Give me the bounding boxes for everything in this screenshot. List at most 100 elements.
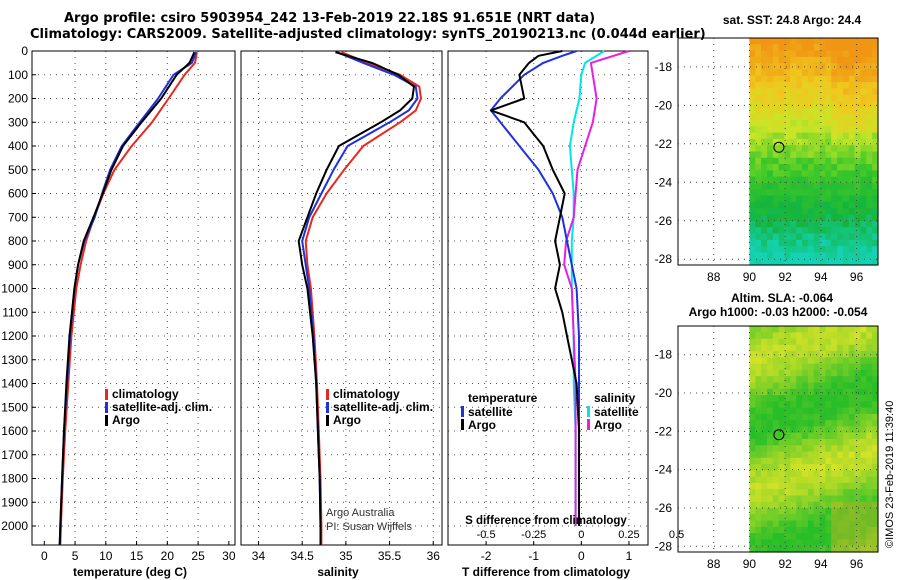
map-cell-1 <box>802 145 809 153</box>
map-cell-2 <box>872 395 879 402</box>
map-cell-1 <box>848 88 856 96</box>
map-cell-1 <box>761 63 768 71</box>
map-cell-1 <box>767 252 774 260</box>
map-cell-2 <box>755 476 762 484</box>
map-cell-1 <box>755 246 762 253</box>
map-cell-1 <box>761 258 768 266</box>
map-cell-2 <box>854 526 861 534</box>
map-cell-1 <box>755 208 762 216</box>
map-cell-2 <box>755 482 762 490</box>
map-cell-1 <box>825 157 832 165</box>
map-cell-2 <box>796 508 803 515</box>
map-cell-2 <box>749 395 756 402</box>
map-cell-1 <box>749 170 756 178</box>
map-cell-2 <box>802 514 809 522</box>
map-cell-2 <box>796 445 803 453</box>
map-cell-2 <box>842 413 850 421</box>
map-cell-1 <box>772 157 780 165</box>
map-cell-1 <box>767 69 774 77</box>
map-cell-1 <box>866 69 873 77</box>
map-cell-1 <box>872 258 879 266</box>
map-cell-1 <box>784 208 791 216</box>
map-cell-1 <box>813 214 821 222</box>
map-cell-2 <box>825 533 832 541</box>
depth-tick-label: 600 <box>8 187 28 201</box>
map-cell-1 <box>813 151 821 159</box>
map-cell-2 <box>813 489 821 497</box>
map-cell-1 <box>831 189 838 197</box>
map-cell-1 <box>860 138 867 146</box>
map-cell-1 <box>772 258 780 266</box>
map-cell-1 <box>761 246 768 253</box>
map-cell-2 <box>749 489 756 497</box>
map-cell-2 <box>807 533 815 541</box>
map-cell-1 <box>767 258 774 266</box>
map-cell-1 <box>807 69 815 77</box>
map-cell-1 <box>778 170 785 178</box>
map-cell-2 <box>796 482 803 490</box>
map-cell-2 <box>767 508 774 515</box>
map-cell-2 <box>854 326 861 333</box>
map-cell-1 <box>813 126 821 134</box>
map-cell-2 <box>807 520 815 528</box>
map-cell-2 <box>772 470 780 478</box>
map-cell-2 <box>761 376 768 384</box>
map-cell-2 <box>848 545 856 553</box>
map-cell-1 <box>842 151 850 159</box>
map-cell-1 <box>807 88 815 96</box>
map-cell-1 <box>819 195 826 203</box>
map-cell-1 <box>802 113 809 121</box>
map-cell-2 <box>848 344 856 352</box>
map-cell-1 <box>819 164 826 171</box>
map-cell-1 <box>749 201 756 209</box>
map-cell-2 <box>802 482 809 490</box>
map-cell-1 <box>813 50 821 58</box>
map-cell-1 <box>819 88 826 96</box>
map-cell-2 <box>831 395 838 402</box>
depth-tick-label: 1300 <box>1 353 28 367</box>
map-cell-2 <box>848 451 856 459</box>
map-cell-2 <box>866 439 873 446</box>
sal-tick-label: 36 <box>427 549 441 563</box>
map-cell-1 <box>767 208 774 216</box>
tdiff-legend-swatch <box>461 419 464 430</box>
map-cell-1 <box>767 44 774 52</box>
map-cell-2 <box>761 420 768 428</box>
map-cell-2 <box>761 526 768 534</box>
map-cell-1 <box>819 107 826 115</box>
map-cell-2 <box>790 533 797 541</box>
map-cell-2 <box>842 338 850 346</box>
map-cell-1 <box>813 107 821 115</box>
map-cell-1 <box>802 44 809 52</box>
map-cell-1 <box>755 227 762 235</box>
map-cell-1 <box>872 107 879 115</box>
map-cell-1 <box>767 145 774 153</box>
map-cell-1 <box>831 195 838 203</box>
map-cell-1 <box>872 195 879 203</box>
map-cell-2 <box>761 401 768 409</box>
map-cell-1 <box>848 195 856 203</box>
map-cell-2 <box>837 451 844 459</box>
map-cell-2 <box>796 545 803 553</box>
map-cell-1 <box>772 56 780 64</box>
map-cell-2 <box>749 451 756 459</box>
map-cell-1 <box>848 113 856 121</box>
map-cell-1 <box>848 227 856 235</box>
map-cell-2 <box>837 369 844 377</box>
map-cell-2 <box>819 413 826 421</box>
map-cell-2 <box>848 376 856 384</box>
map-cell-1 <box>848 176 856 184</box>
map-cell-2 <box>755 508 762 515</box>
map-cell-1 <box>796 107 803 115</box>
map-cell-2 <box>819 445 826 453</box>
map-cell-1 <box>755 252 762 260</box>
map-cell-1 <box>854 183 861 190</box>
map-cell-1 <box>866 56 873 64</box>
map-cell-1 <box>778 88 785 96</box>
map-cell-1 <box>761 176 768 184</box>
map-cell-1 <box>790 201 797 209</box>
map-cell-1 <box>831 239 838 247</box>
map-cell-2 <box>866 338 873 346</box>
map-cell-2 <box>872 382 879 390</box>
map-cell-2 <box>854 470 861 478</box>
